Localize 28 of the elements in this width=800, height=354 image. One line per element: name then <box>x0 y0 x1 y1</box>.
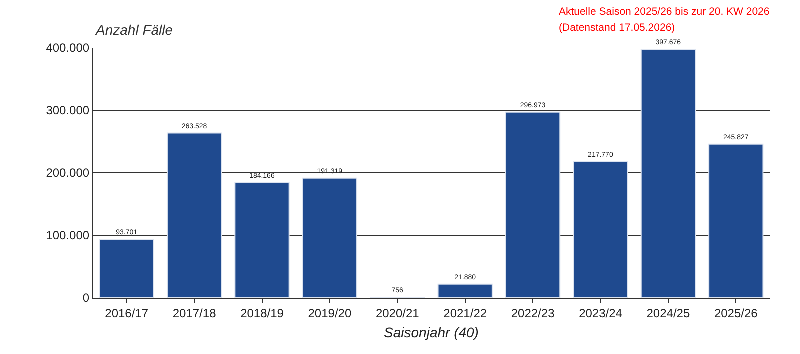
bar <box>234 182 290 298</box>
y-axis-title: Anzahl Fälle <box>95 22 174 38</box>
x-tick-label: 2017/18 <box>172 306 217 320</box>
bar <box>166 132 222 298</box>
x-axis-title: Saisonjahr (40) <box>384 324 479 341</box>
x-tick-label: 2020/21 <box>376 306 420 320</box>
bar <box>302 178 358 298</box>
y-tick-label: 400.000 <box>46 41 90 56</box>
x-tick-label: 2025/26 <box>714 306 758 320</box>
x-tick-label: 2022/23 <box>511 306 556 320</box>
y-tick-label: 200.000 <box>46 166 90 180</box>
bar <box>505 112 561 298</box>
x-tick-label: 2024/25 <box>646 306 690 320</box>
y-tick-label: 0 <box>82 291 90 306</box>
y-tick-label: 300.000 <box>46 104 90 118</box>
bar <box>573 161 628 298</box>
x-tick-label: 2018/19 <box>240 306 284 320</box>
text: Aktuelle Saison 2025/26 bis zur 20. KW 2026 <box>559 6 770 18</box>
x-tick-label: 2021/22 <box>444 306 488 320</box>
bar <box>708 144 764 298</box>
bar <box>99 238 154 298</box>
x-tick-label: 2023/24 <box>579 306 623 320</box>
x-tick-label: 2016/17 <box>105 306 149 320</box>
text: (Datenstand 17.05.2026) <box>559 22 676 34</box>
x-tick-label: 2019/20 <box>308 306 352 320</box>
bar <box>438 284 493 298</box>
y-tick-label: 100.000 <box>46 228 90 243</box>
bar <box>640 48 696 298</box>
